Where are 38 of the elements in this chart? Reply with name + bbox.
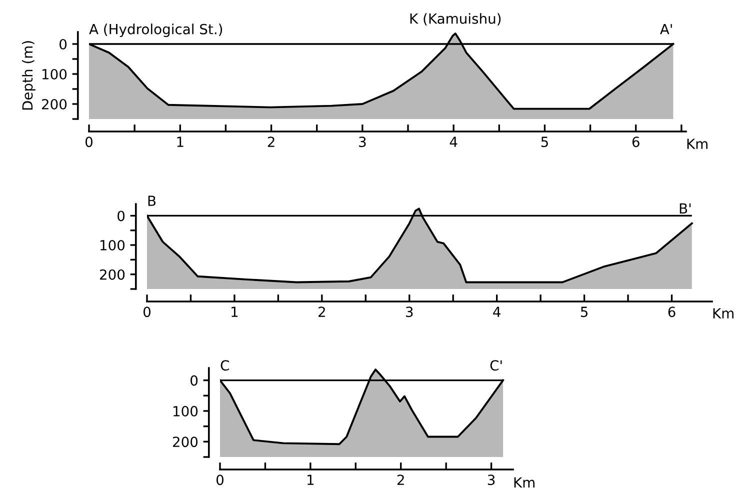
x-tick-label: 5 <box>580 306 588 318</box>
x-tick-label: 0 <box>216 474 224 486</box>
y-tick-label: 200 <box>172 436 198 448</box>
x-tick-label: 1 <box>177 136 184 147</box>
x-tick-label: 5 <box>541 136 548 148</box>
x-tick-label: 3 <box>359 136 366 148</box>
y-axis-title: Depth (m) <box>22 41 36 110</box>
x-tick-label: 0 <box>143 306 150 318</box>
x-tick-label: 1 <box>232 306 238 317</box>
annotation: C' <box>490 360 502 371</box>
x-tick-label: 6 <box>632 136 640 148</box>
x-tick-label: 4 <box>493 306 500 317</box>
y-tick-label: 0 <box>190 375 198 386</box>
annotation: B' <box>680 203 691 214</box>
x-tick-label: 4 <box>450 136 458 147</box>
annotation: A' <box>660 24 672 34</box>
y-tick-label: 200 <box>42 98 67 110</box>
x-tick-label: 3 <box>488 474 495 486</box>
y-tick-label: 200 <box>100 269 125 280</box>
y-tick-label: 100 <box>42 68 67 80</box>
x-tick-label: 2 <box>397 474 404 485</box>
annotation: B <box>148 196 156 206</box>
x-tick-label: 0 <box>85 136 92 148</box>
x-axis-title: Km <box>687 138 708 149</box>
y-tick-label: 0 <box>60 38 67 50</box>
x-axis-title: Km <box>713 308 734 318</box>
y-tick-label: 0 <box>118 210 125 222</box>
x-axis-title: Km <box>514 477 534 488</box>
x-tick-label: 6 <box>668 306 676 318</box>
y-tick-label: 100 <box>100 240 125 251</box>
x-tick-label: 2 <box>268 136 274 147</box>
annotation: A (Hydrological St.) <box>89 24 222 38</box>
y-tick-label: 100 <box>173 406 198 416</box>
annotation: K (Kamuishu) <box>410 13 501 26</box>
x-tick-label: 1 <box>308 474 314 485</box>
x-tick-label: 2 <box>318 306 325 317</box>
x-tick-label: 3 <box>406 306 413 318</box>
annotation: C <box>220 360 229 371</box>
